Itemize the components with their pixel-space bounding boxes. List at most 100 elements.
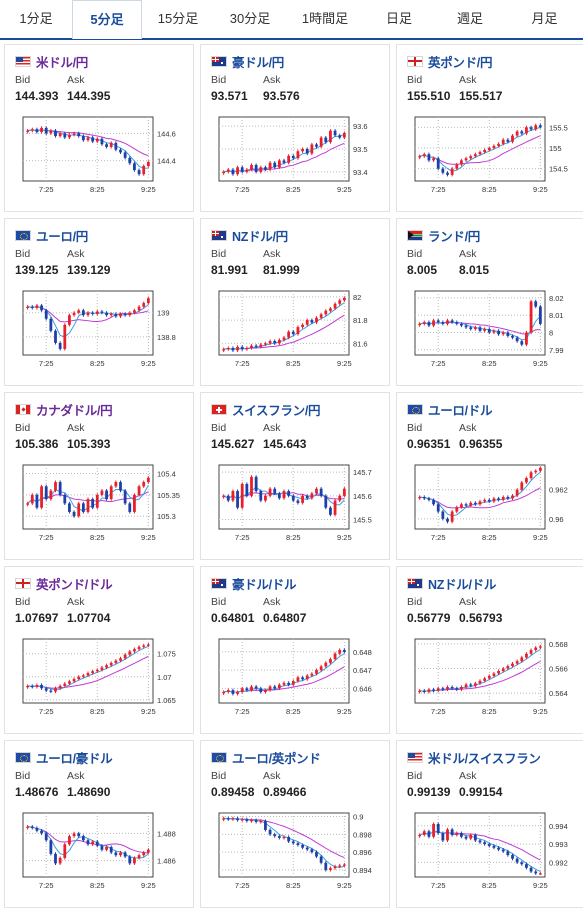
x-tick-label: 9:25 — [141, 359, 156, 368]
candle-body — [277, 339, 281, 344]
candle-body — [441, 511, 445, 519]
pair-title[interactable]: カナダドル/円 — [36, 403, 113, 418]
mini-chart[interactable]: 0.994 0.993 0.992 7:25 8:25 9:25 — [405, 809, 581, 895]
ask-value: 81.999 — [263, 263, 300, 277]
mini-chart[interactable]: 139 138.8 7:25 8:25 9:25 — [13, 287, 189, 373]
pair-title[interactable]: 英ポンド/円 — [428, 55, 493, 70]
y-tick-label: 154.5 — [549, 165, 568, 174]
pair-title[interactable]: NZドル/円 — [232, 229, 288, 244]
candle-body — [450, 320, 454, 323]
candle-body — [315, 488, 318, 494]
card-header: ランド/円 — [407, 227, 480, 244]
ask-label: Ask — [67, 596, 85, 608]
candle-body — [254, 165, 258, 172]
x-tick-label: 8:25 — [90, 185, 105, 194]
x-tick-label: 7:25 — [431, 881, 446, 890]
rate-card[interactable]: 英ポンド/ドル Bid Ask 1.07697 1.07704 1.075 1.07 1.06… — [4, 566, 194, 734]
x-tick-label: 8:25 — [286, 881, 301, 890]
candle-body — [515, 858, 519, 863]
rate-card[interactable]: ランド/円 Bid Ask 8.005 8.015 8.02 8.01 8 7.99 7:25 8:… — [396, 218, 583, 386]
candle-body — [441, 833, 445, 841]
rate-card[interactable]: カナダドル/円 Bid Ask 105.386 105.393 105.4 105.35 10… — [4, 392, 194, 560]
rate-card[interactable]: ユーロ/英ポンド Bid Ask 0.89458 0.89466 0.9 0.898 0.89… — [200, 740, 390, 908]
candle-body — [250, 686, 253, 691]
candle-body — [432, 158, 435, 161]
tab-weekly[interactable]: 週足 — [456, 11, 483, 26]
candle-body — [30, 306, 34, 308]
x-tick-label: 8:25 — [90, 359, 105, 368]
rate-card[interactable]: 米ドル/スイスフラン Bid Ask 0.99139 0.99154 0.994 0.993… — [396, 740, 583, 908]
candle-body — [319, 488, 323, 496]
x-tick-label: 9:25 — [533, 359, 548, 368]
tab-30min[interactable]: 30分足 — [229, 11, 271, 26]
pair-title[interactable]: ユーロ/円 — [36, 229, 88, 244]
ask-label: Ask — [459, 74, 477, 86]
mini-chart[interactable]: 93.6 93.5 93.4 7:25 8:25 9:25 — [209, 113, 385, 199]
rate-card[interactable]: NZドル/円 Bid Ask 81.991 81.999 82 81.8 81.6 7:25 8:… — [200, 218, 390, 386]
card-header: 英ポンド/ドル — [15, 575, 113, 592]
mini-chart[interactable]: 1.488 1.486 7:25 8:25 9:25 — [13, 809, 189, 895]
rate-card[interactable]: ユーロ/円 Bid Ask 139.125 139.129 139 138.8 7:25 8:2… — [4, 218, 194, 386]
candle-body — [511, 495, 514, 499]
rate-card[interactable]: ユーロ/豪ドル Bid Ask 1.48676 1.48690 1.488 1.486 7:2… — [4, 740, 194, 908]
mini-chart[interactable]: 8.02 8.01 8 7.99 7:25 8:25 9:25 — [405, 287, 581, 373]
tab-5min[interactable]: 5分足 — [72, 0, 142, 39]
candle-body — [114, 482, 118, 487]
tab-daily[interactable]: 日足 — [385, 11, 412, 26]
bid-value: 139.125 — [15, 263, 59, 277]
pair-title[interactable]: スイスフラン/円 — [232, 403, 321, 418]
candle-body — [324, 495, 328, 508]
tab-1min[interactable]: 1分足 — [19, 11, 53, 26]
mini-chart[interactable]: 145.7 145.6 145.5 7:25 8:25 9:25 — [209, 461, 385, 547]
rate-card[interactable]: ユーロ/ドル Bid Ask 0.96351 0.96355 0.962 0.96 7:25 8… — [396, 392, 583, 560]
rate-card[interactable]: 豪ドル/円 Bid Ask 93.571 93.576 93.6 93.5 93.4 7:25 8… — [200, 44, 390, 212]
pair-title[interactable]: ユーロ/ドル — [428, 403, 493, 418]
candle-body — [338, 135, 342, 138]
card-header: ユーロ/ドル — [407, 401, 493, 418]
x-tick-label: 7:25 — [235, 359, 250, 368]
candle-body — [77, 133, 81, 137]
plot-area — [414, 116, 546, 182]
candle-body — [54, 853, 57, 864]
mini-chart[interactable]: 0.962 0.96 7:25 8:25 9:25 — [405, 461, 581, 547]
mini-chart[interactable]: 0.9 0.898 0.896 0.894 7:25 8:25 9:25 — [209, 809, 385, 895]
candle-body — [81, 503, 85, 512]
candle-body — [35, 305, 39, 308]
tab-monthly[interactable]: 月足 — [531, 11, 558, 26]
candle-body — [446, 320, 449, 324]
mini-chart[interactable]: 1.075 1.07 1.065 7:25 8:25 9:25 — [13, 635, 189, 721]
y-tick-label: 1.488 — [157, 829, 176, 838]
rate-card[interactable]: 英ポンド/円 Bid Ask 155.510 155.517 155.5 155 154.5 7… — [396, 44, 583, 212]
mini-chart[interactable]: 0.648 0.647 0.646 7:25 8:25 9:25 — [209, 635, 385, 721]
y-tick-label: 93.5 — [353, 145, 368, 154]
candle-body — [446, 829, 449, 841]
pair-title[interactable]: 豪ドル/円 — [232, 55, 284, 70]
candle-body — [231, 169, 235, 175]
mini-chart[interactable]: 82 81.8 81.6 7:25 8:25 9:25 — [209, 287, 385, 373]
candle-body — [455, 164, 459, 169]
pair-title[interactable]: 英ポンド/ドル — [36, 577, 113, 592]
tab-1hour[interactable]: 1時間足 — [301, 11, 349, 26]
rate-card[interactable]: 米ドル/円 Bid Ask 144.393 144.395 144.6 144.4 7:25 8… — [4, 44, 194, 212]
tab-15min[interactable]: 15分足 — [157, 11, 199, 26]
rate-card[interactable]: NZドル/ドル Bid Ask 0.56779 0.56793 0.568 0.566 0.5… — [396, 566, 583, 734]
candle-body — [511, 135, 514, 142]
pair-title[interactable]: 豪ドル/ドル — [232, 577, 297, 592]
candle-body — [436, 320, 440, 323]
plot-area — [22, 116, 154, 182]
rate-card[interactable]: スイスフラン/円 Bid Ask 145.627 145.643 145.7 145.6 14… — [200, 392, 390, 560]
ch-flag — [211, 403, 227, 415]
pair-title[interactable]: 米ドル/スイスフラン — [428, 751, 541, 766]
mini-chart[interactable]: 144.6 144.4 7:25 8:25 9:25 — [13, 113, 189, 199]
pair-title[interactable]: NZドル/ドル — [428, 577, 497, 592]
mini-chart[interactable]: 0.568 0.566 0.564 7:25 8:25 9:25 — [405, 635, 581, 721]
pair-title[interactable]: ランド/円 — [428, 229, 480, 244]
pair-title[interactable]: ユーロ/英ポンド — [232, 751, 321, 766]
pair-title[interactable]: ユーロ/豪ドル — [36, 751, 113, 766]
mini-chart[interactable]: 155.5 155 154.5 7:25 8:25 9:25 — [405, 113, 581, 199]
candle-body — [422, 154, 426, 157]
rate-card[interactable]: 豪ドル/ドル Bid Ask 0.64801 0.64807 0.648 0.647 0.64… — [200, 566, 390, 734]
mini-chart[interactable]: 105.4 105.35 105.3 7:25 8:25 9:25 — [13, 461, 189, 547]
candle-body — [86, 840, 90, 845]
pair-title[interactable]: 米ドル/円 — [36, 55, 88, 70]
